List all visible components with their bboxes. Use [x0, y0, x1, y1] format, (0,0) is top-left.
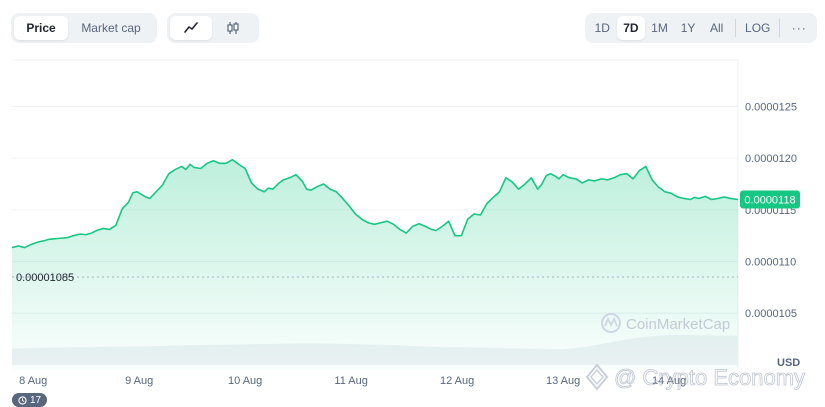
time-range-toggle: 1D 7D 1M 1Y All LOG ··· — [585, 13, 817, 43]
y-tick-label: 0.0000120 — [745, 153, 797, 165]
x-tick-label: 8 Aug — [19, 375, 47, 387]
price-line — [11, 158, 739, 249]
x-tick-label: 13 Aug — [546, 375, 580, 387]
y-tick-label: 0.0000125 — [745, 102, 797, 114]
reference-line: 0.00001085 — [12, 272, 738, 284]
price-area — [12, 159, 738, 370]
coinmarketcap-logo-icon — [601, 313, 621, 333]
range-7d-button[interactable]: 7D — [616, 16, 646, 40]
badge-count: 17 — [30, 394, 42, 406]
x-tick-label: 9 Aug — [125, 375, 153, 387]
current-price-badge — [740, 190, 800, 209]
x-tick-label: 14 Aug — [652, 375, 686, 387]
y-axis-ticks: 0.00001050.00001100.00001150.00001200.00… — [740, 102, 800, 320]
watermark-text: CoinMarketCap — [626, 316, 730, 333]
crypto-economy-watermark: @ Crypto Economy — [585, 363, 805, 391]
price-series-line — [11, 158, 739, 249]
range-1d-button[interactable]: 1D — [594, 21, 610, 35]
range-1y-button[interactable]: 1Y — [680, 21, 696, 35]
metric-toggle: Price Market cap — [11, 13, 157, 43]
overlay-watermark-text: @ Crypto Economy — [614, 365, 805, 390]
coinmarketcap-watermark: CoinMarketCap — [601, 313, 730, 333]
x-axis-ticks: 8 Aug 9 Aug 10 Aug 11 Aug 12 Aug 13 Aug 14 Aug — [19, 375, 686, 387]
line-chart-button[interactable] — [170, 16, 212, 40]
market-cap-tab[interactable]: Market cap — [81, 21, 141, 35]
more-options-button[interactable]: ··· — [791, 21, 807, 35]
y-tick-label: 0.0000110 — [745, 257, 796, 269]
line-chart-icon — [184, 22, 198, 33]
range-divider — [779, 19, 781, 37]
log-scale-button[interactable]: LOG — [745, 21, 771, 35]
price-area-fill — [12, 159, 738, 370]
price-tab[interactable]: Price — [14, 16, 68, 40]
x-tick-label: 11 Aug — [334, 375, 367, 387]
clock-icon — [18, 395, 27, 405]
range-divider — [734, 19, 736, 37]
candlestick-icon — [227, 22, 239, 34]
candlestick-button[interactable] — [212, 16, 254, 40]
x-tick-label: 12 Aug — [440, 375, 474, 387]
current-price-label: 0.0000118 — [744, 195, 795, 207]
y-tick-label: 0.0000105 — [745, 308, 797, 320]
range-all-button[interactable]: All — [710, 21, 724, 35]
x-tick-label: 10 Aug — [228, 375, 262, 387]
chart-type-toggle — [167, 13, 259, 43]
history-badge[interactable]: 17 — [12, 393, 48, 407]
diamond-logo-icon — [585, 363, 609, 391]
range-1m-button[interactable]: 1M — [651, 21, 668, 35]
currency-label: USD — [777, 357, 800, 369]
reference-value-label: 0.00001085 — [16, 272, 74, 284]
